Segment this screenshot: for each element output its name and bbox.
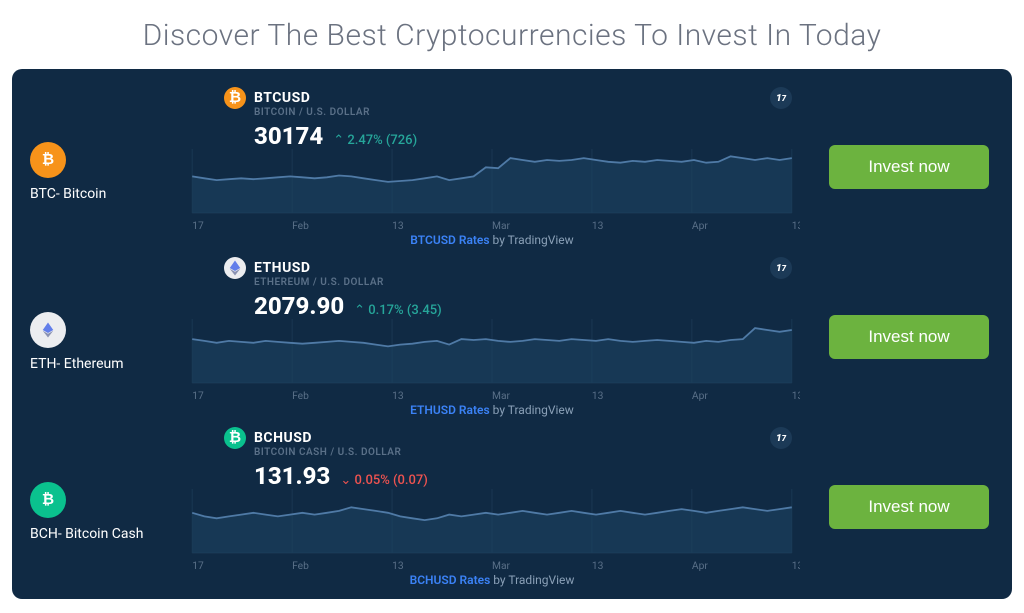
coin-label: BCH- Bitcoin Cash	[30, 526, 160, 542]
pair-description: ETHEREUM / U.S. DOLLAR	[254, 277, 442, 288]
svg-text:Feb: Feb	[292, 561, 309, 572]
coin-info: ₿ BTC- Bitcoin	[30, 132, 160, 202]
chart-widget: ₿ BTCUSD BITCOIN / U.S. DOLLAR 30174 ⌃ 2…	[184, 85, 800, 249]
tradingview-badge-icon[interactable]: 17	[770, 257, 792, 279]
svg-text:₿: ₿	[42, 491, 54, 508]
svg-text:13: 13	[792, 561, 800, 572]
svg-text:17: 17	[192, 221, 204, 232]
svg-text:Mar: Mar	[492, 391, 511, 402]
svg-text:13: 13	[392, 221, 404, 232]
price-value: 2079.90	[254, 292, 344, 320]
coin-info: ETH- Ethereum	[30, 302, 160, 372]
svg-text:13: 13	[592, 391, 604, 402]
svg-text:Mar: Mar	[492, 221, 511, 232]
ticker-symbol: BCHUSD	[254, 430, 312, 446]
coin-label: ETH- Ethereum	[30, 356, 160, 372]
action-column: Invest now	[824, 315, 994, 359]
coin-row-btc: ₿ BTC- Bitcoin ₿ BTCUSD BITCOIN / U.S. D…	[30, 85, 994, 249]
svg-text:Apr: Apr	[692, 221, 709, 232]
svg-text:13: 13	[592, 221, 604, 232]
svg-text:Mar: Mar	[492, 561, 511, 572]
chart-attribution: BTCUSD Rates by TradingView	[184, 233, 800, 247]
bch-small-icon: ₿	[224, 427, 246, 449]
svg-text:13: 13	[592, 561, 604, 572]
pair-description: BITCOIN / U.S. DOLLAR	[254, 107, 417, 118]
btc-small-icon: ₿	[224, 87, 246, 109]
chart-header: ₿ BTCUSD BITCOIN / U.S. DOLLAR 30174 ⌃ 2…	[224, 87, 417, 150]
price-change: ⌃ 2.47% (726)	[333, 133, 417, 148]
svg-text:13: 13	[392, 391, 404, 402]
rates-link[interactable]: BTCUSD Rates	[410, 233, 489, 247]
crypto-panel: ₿ BTC- Bitcoin ₿ BTCUSD BITCOIN / U.S. D…	[12, 69, 1012, 599]
btc-icon: ₿	[30, 142, 66, 178]
action-column: Invest now	[824, 485, 994, 529]
svg-text:Apr: Apr	[692, 391, 709, 402]
tradingview-badge-icon[interactable]: 17	[770, 87, 792, 109]
eth-small-icon	[224, 257, 246, 279]
coin-row-eth: ETH- Ethereum ETHUSD ETHEREUM / U.S. DOL…	[30, 255, 994, 419]
price-change: ⌄ 0.05% (0.07)	[340, 473, 428, 488]
svg-text:17: 17	[192, 391, 204, 402]
pair-description: BITCOIN CASH / U.S. DOLLAR	[254, 447, 428, 458]
svg-text:13: 13	[792, 391, 800, 402]
invest-button[interactable]: Invest now	[829, 315, 989, 359]
chart-header: ₿ BCHUSD BITCOIN CASH / U.S. DOLLAR 131.…	[224, 427, 428, 490]
price-value: 131.93	[254, 462, 330, 490]
svg-text:₿: ₿	[42, 151, 54, 168]
chart-attribution: BCHUSD Rates by TradingView	[184, 573, 800, 587]
invest-button[interactable]: Invest now	[829, 485, 989, 529]
ticker-symbol: BTCUSD	[254, 90, 310, 106]
svg-text:Feb: Feb	[292, 221, 309, 232]
svg-text:13: 13	[792, 221, 800, 232]
invest-button[interactable]: Invest now	[829, 145, 989, 189]
page-title: Discover The Best Cryptocurrencies To In…	[0, 0, 1024, 69]
coin-label: BTC- Bitcoin	[30, 186, 160, 202]
eth-icon	[30, 312, 66, 348]
tradingview-badge-icon[interactable]: 17	[770, 427, 792, 449]
price-value: 30174	[254, 122, 323, 150]
coin-info: ₿ BCH- Bitcoin Cash	[30, 472, 160, 542]
chart-attribution: ETHUSD Rates by TradingView	[184, 403, 800, 417]
rates-link[interactable]: BCHUSD Rates	[410, 573, 491, 587]
svg-text:13: 13	[392, 561, 404, 572]
chart-widget: ₿ BCHUSD BITCOIN CASH / U.S. DOLLAR 131.…	[184, 425, 800, 589]
bch-icon: ₿	[30, 482, 66, 518]
svg-text:Apr: Apr	[692, 561, 709, 572]
coin-row-bch: ₿ BCH- Bitcoin Cash ₿ BCHUSD BITCOIN CAS…	[30, 425, 994, 589]
price-change: ⌃ 0.17% (3.45)	[354, 303, 442, 318]
chart-header: ETHUSD ETHEREUM / U.S. DOLLAR 2079.90 ⌃ …	[224, 257, 442, 320]
svg-text:₿: ₿	[229, 89, 241, 106]
svg-text:17: 17	[192, 561, 204, 572]
ticker-symbol: ETHUSD	[254, 260, 311, 276]
svg-text:Feb: Feb	[292, 391, 309, 402]
action-column: Invest now	[824, 145, 994, 189]
chart-widget: ETHUSD ETHEREUM / U.S. DOLLAR 2079.90 ⌃ …	[184, 255, 800, 419]
rates-link[interactable]: ETHUSD Rates	[410, 403, 490, 417]
svg-text:₿: ₿	[229, 429, 241, 446]
